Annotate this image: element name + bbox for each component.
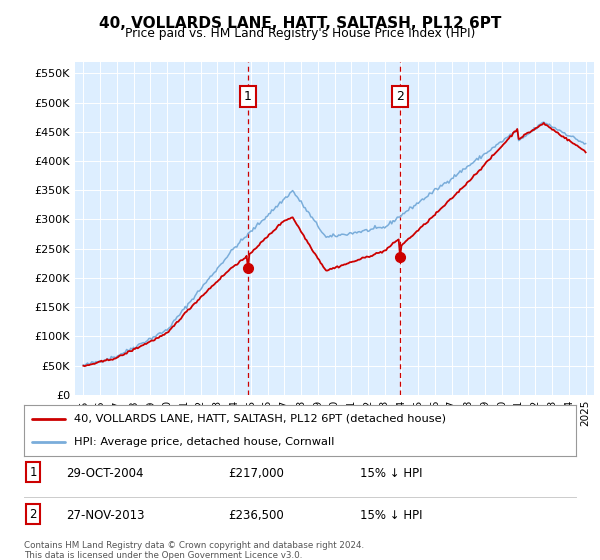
Text: 15% ↓ HPI: 15% ↓ HPI — [360, 509, 422, 522]
Text: £217,000: £217,000 — [228, 467, 284, 480]
Text: 1: 1 — [29, 465, 37, 479]
Text: 15% ↓ HPI: 15% ↓ HPI — [360, 467, 422, 480]
Text: 27-NOV-2013: 27-NOV-2013 — [66, 509, 145, 522]
Text: HPI: Average price, detached house, Cornwall: HPI: Average price, detached house, Corn… — [74, 437, 334, 447]
Text: £236,500: £236,500 — [228, 509, 284, 522]
Text: 2: 2 — [396, 90, 404, 103]
Text: 1: 1 — [244, 90, 252, 103]
Text: 29-OCT-2004: 29-OCT-2004 — [66, 467, 143, 480]
Text: 40, VOLLARDS LANE, HATT, SALTASH, PL12 6PT (detached house): 40, VOLLARDS LANE, HATT, SALTASH, PL12 6… — [74, 414, 446, 424]
Text: Price paid vs. HM Land Registry's House Price Index (HPI): Price paid vs. HM Land Registry's House … — [125, 27, 475, 40]
Text: 40, VOLLARDS LANE, HATT, SALTASH, PL12 6PT: 40, VOLLARDS LANE, HATT, SALTASH, PL12 6… — [99, 16, 501, 31]
Text: 2: 2 — [29, 507, 37, 521]
Text: Contains HM Land Registry data © Crown copyright and database right 2024.
This d: Contains HM Land Registry data © Crown c… — [24, 541, 364, 560]
